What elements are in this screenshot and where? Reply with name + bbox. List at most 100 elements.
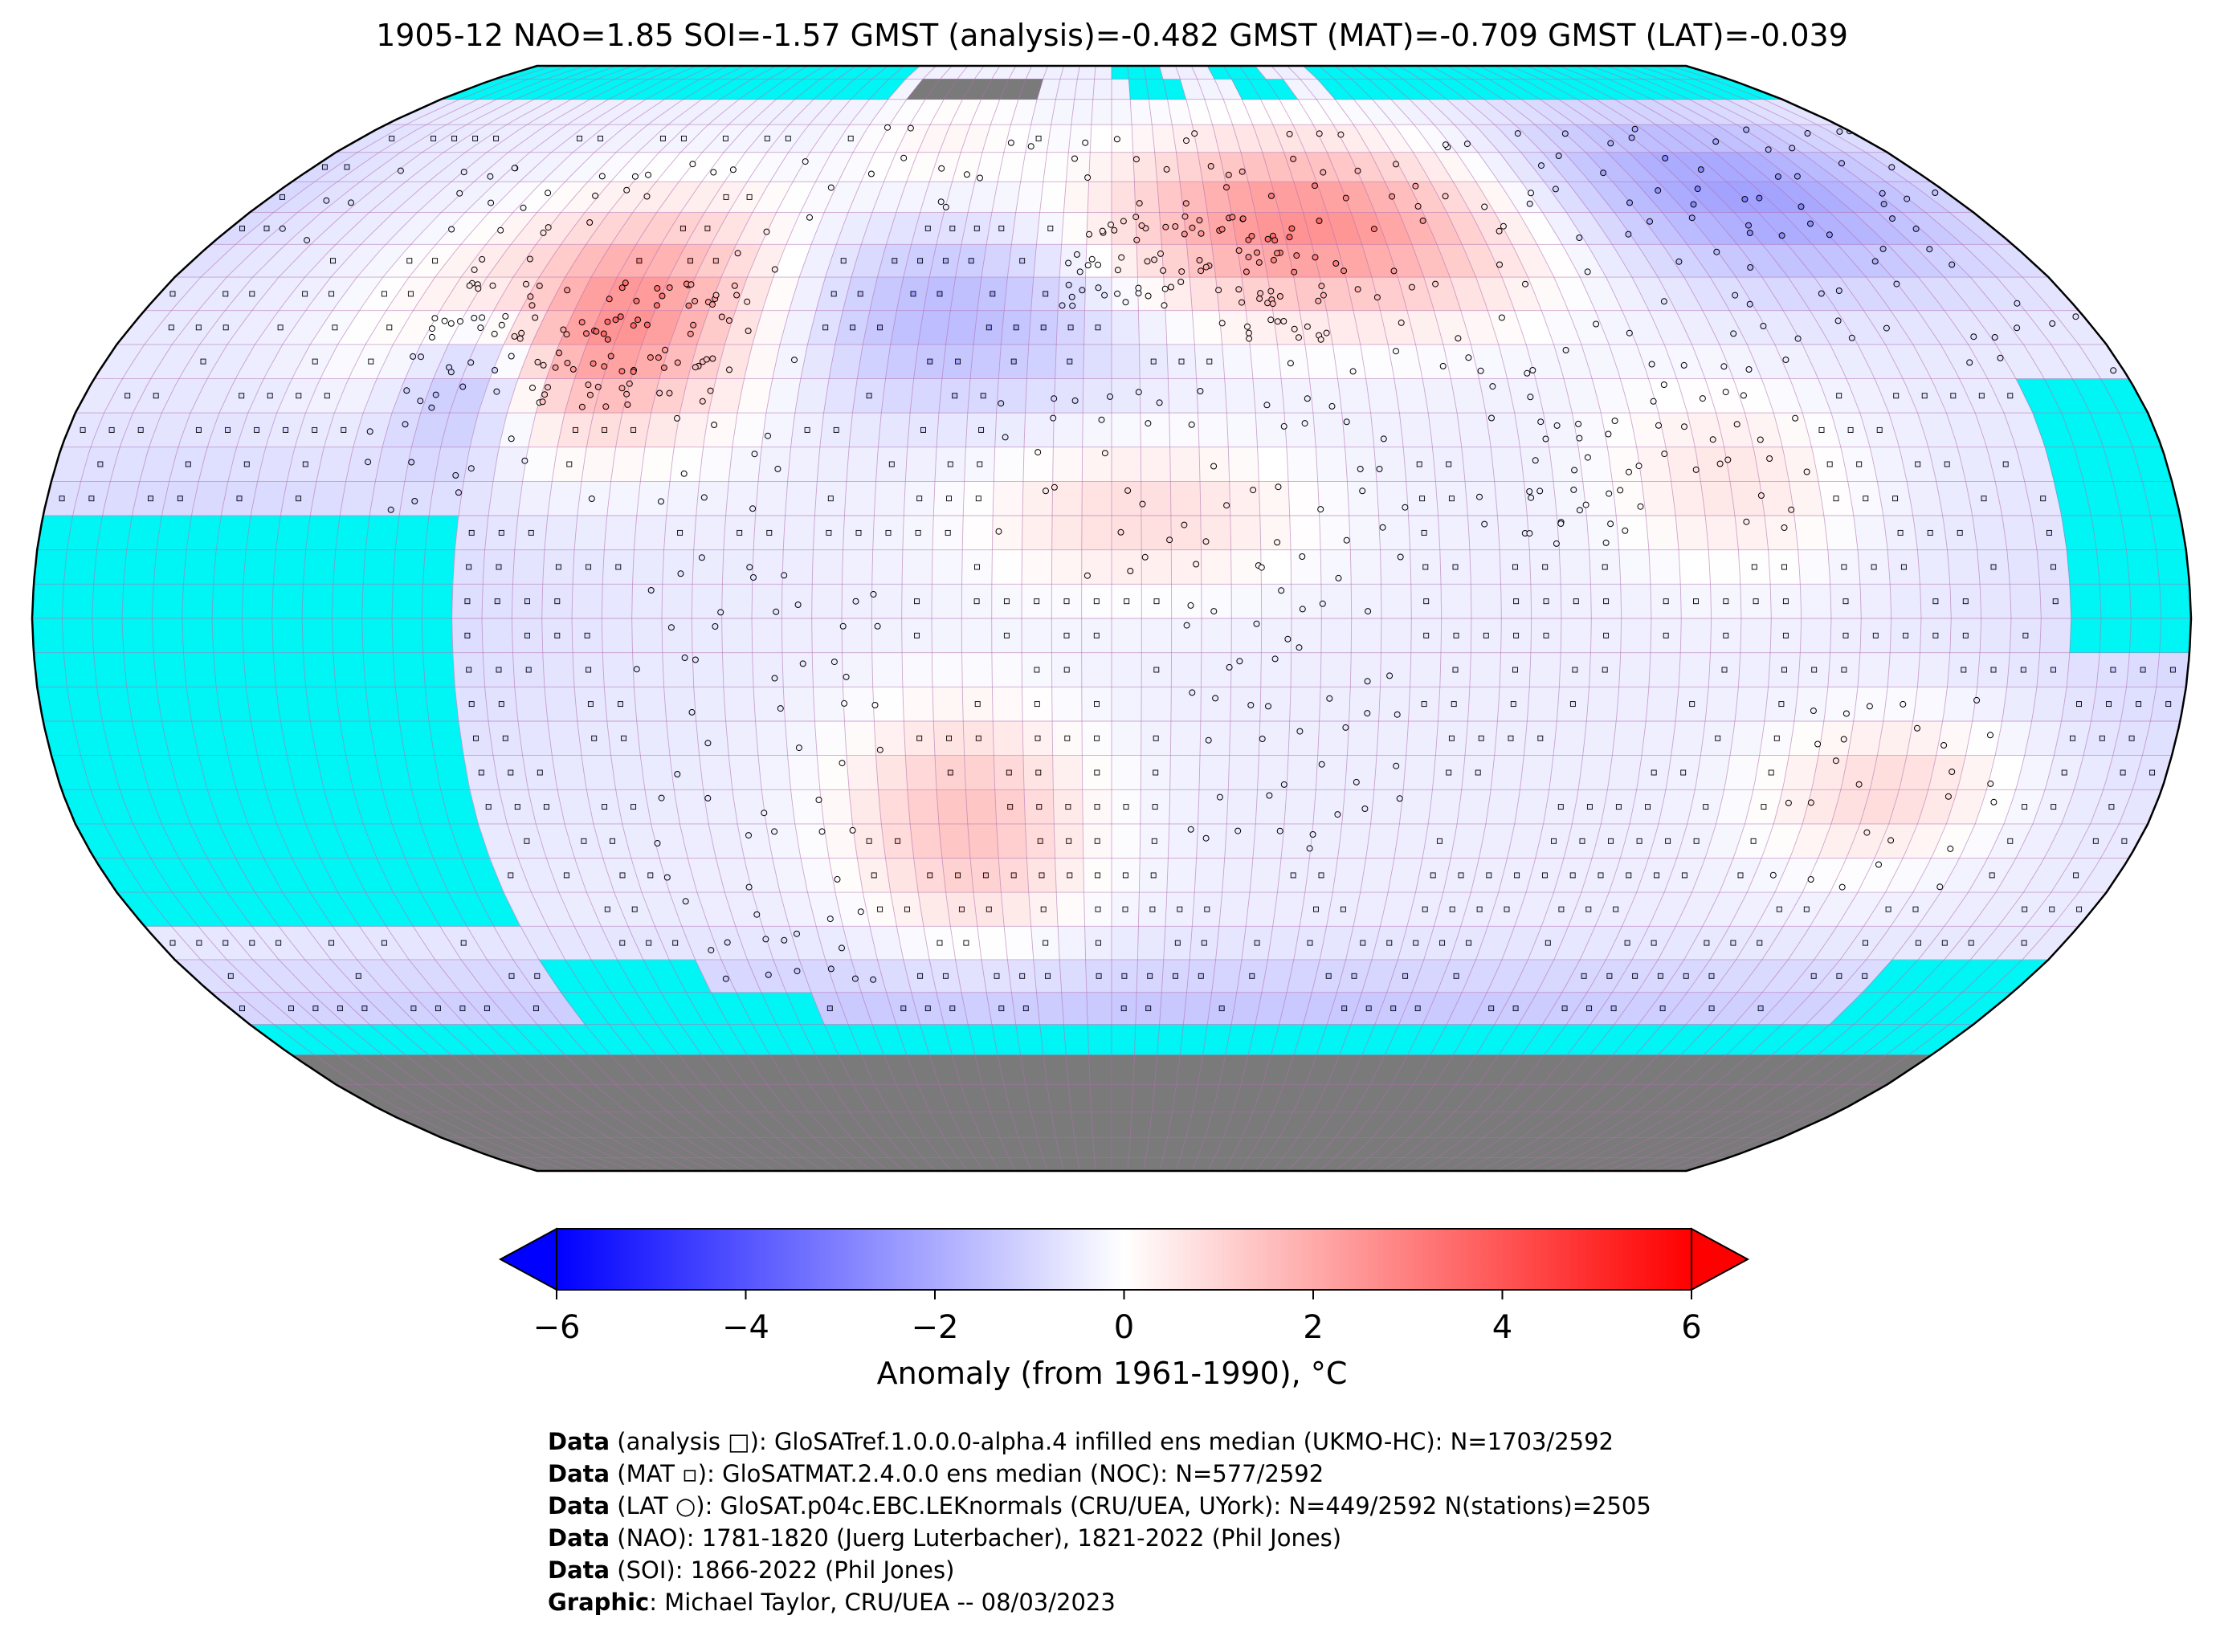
sst-cell-marker [1615,804,1622,810]
sst-cell-marker [1876,426,1883,433]
sst-cell-marker [866,838,872,844]
station-marker [841,700,848,707]
grid-cell [873,481,906,516]
grid-cell [1257,447,1289,482]
station-marker [1488,414,1495,422]
sst-cell-marker [1512,1005,1519,1012]
grid-cell [522,447,558,482]
grid-cell [787,755,821,790]
station-marker [429,325,435,332]
colorbar-tick-label: −6 [533,1309,581,1346]
grid-cell [1349,549,1381,585]
station-marker [1439,362,1447,369]
sst-cell-marker [1776,906,1782,912]
station-marker [1553,422,1561,429]
sst-cell-marker [955,358,961,365]
grid-cell [303,549,337,585]
station-marker [1782,357,1789,363]
sst-cell-marker [1581,973,1587,979]
grid-cell [1226,412,1258,447]
grid-cell [819,789,853,825]
sst-cell-marker [1543,632,1549,638]
sst-cell-marker [1486,872,1492,879]
sst-cell-marker [2051,564,2056,570]
grid-cell [1154,1054,1181,1085]
grid-cell [1132,1054,1158,1085]
grid-cell [816,755,850,790]
station-marker [1688,214,1696,222]
grid-cell [1641,481,1676,516]
sst-cell-marker [239,393,245,399]
station-marker [1266,792,1273,799]
station-marker [1239,299,1245,306]
station-marker [626,380,633,387]
grid-cell [1320,618,1353,653]
sst-cell-marker [2169,667,2176,673]
grid-cell [1469,652,1502,687]
sst-cell-marker [195,324,202,331]
station-marker [1528,190,1534,197]
sst-cell-marker [296,393,302,399]
grid-cell [1081,481,1112,516]
station-marker [1051,395,1058,402]
station-marker [1216,793,1223,801]
station-marker [1781,524,1788,531]
grid-cell [241,584,274,619]
station-marker [1648,361,1655,368]
sst-cell-marker [1351,973,1357,979]
sst-cell-marker [1360,940,1366,946]
grid-cell [1675,515,1709,550]
station-marker [995,528,1002,535]
sst-cell-marker [328,291,335,297]
station-marker [1498,314,1505,321]
station-marker [1312,182,1318,190]
station-marker [1526,530,1533,537]
grid-cell [878,412,911,447]
station-marker [488,199,495,206]
grid-cell [422,549,455,585]
grid-cell [1309,378,1343,414]
sst-cell-marker [1833,496,1839,502]
sst-cell-marker [533,1005,539,1012]
sst-cell-marker [1915,940,1921,946]
grid-cell [1671,720,1706,756]
sst-cell-marker [249,940,255,946]
sst-cell-marker [764,135,770,141]
sst-cell-marker [895,838,901,844]
sst-cell-marker [1558,906,1565,912]
grid-cell [1157,1024,1184,1055]
grid-cell [992,687,1023,722]
sst-cell-marker [1036,804,1043,810]
grid-cell [977,926,1008,961]
sst-cell-marker [1872,632,1879,638]
sst-cell-marker [1941,940,1948,946]
station-marker [1267,288,1275,295]
grid-cell [213,549,247,585]
sst-cell-marker [1453,973,1459,979]
sst-cell-marker [826,529,832,536]
grid-cell [1074,79,1095,100]
station-marker [1257,290,1264,297]
sst-cell-marker [1841,667,1847,673]
sst-cell-marker [910,291,916,297]
sst-cell-marker [59,496,65,502]
sst-cell-marker [514,804,520,810]
grid-cell [1200,687,1231,722]
grid-cell [1399,789,1433,825]
grid-cell [601,618,633,653]
station-marker [1606,490,1613,497]
sst-cell-marker [1626,872,1632,879]
station-marker [1286,130,1293,137]
grid-cell [1793,687,1829,722]
grid-cell [752,652,784,687]
station-marker [441,317,448,324]
sst-cell-marker [1452,564,1459,570]
sst-cell-marker [1602,667,1608,673]
grid-cell [544,515,578,550]
station-marker [1296,728,1304,735]
station-marker [688,281,695,288]
station-marker [1007,139,1014,146]
station-marker [1496,227,1503,235]
grid-cell [398,481,435,516]
sst-cell-marker [1421,701,1427,708]
